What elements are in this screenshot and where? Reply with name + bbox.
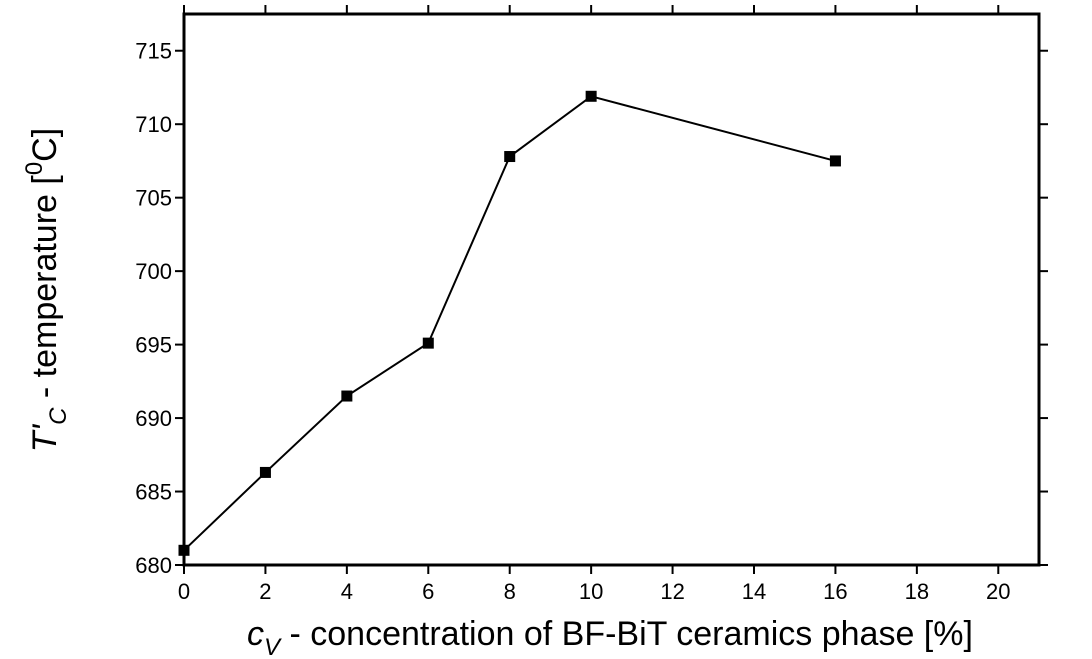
x-tick-label: 20 xyxy=(986,579,1010,604)
y-label-subscript: C xyxy=(45,407,72,425)
x-label-text: - concentration of BF-BiT ceramics phase… xyxy=(280,615,973,653)
x-tick-label: 2 xyxy=(259,579,271,604)
y-tick-label: 685 xyxy=(135,480,172,505)
y-label-superscript: 0 xyxy=(21,162,48,175)
y-tick-label: 710 xyxy=(135,112,172,137)
y-tick-label: 695 xyxy=(135,333,172,358)
y-label-text: - temperature [ xyxy=(26,175,64,408)
x-tick-label: 10 xyxy=(579,579,603,604)
data-point xyxy=(178,544,190,556)
y-tick-label: 700 xyxy=(135,259,172,284)
y-tick-label: 680 xyxy=(135,553,172,578)
data-point xyxy=(585,90,597,102)
y-label-symbol: T' xyxy=(26,423,64,452)
y-label-unit: C] xyxy=(26,128,64,162)
data-line xyxy=(183,95,836,552)
x-tick-label: 14 xyxy=(742,579,766,604)
data-point xyxy=(422,337,434,349)
x-tick-label: 0 xyxy=(178,579,190,604)
data-point xyxy=(504,151,516,163)
x-tick-label: 6 xyxy=(422,579,434,604)
y-tick-label: 705 xyxy=(135,186,172,211)
x-tick-label: 12 xyxy=(660,579,684,604)
y-tick-label: 715 xyxy=(135,39,172,64)
data-point xyxy=(341,390,353,402)
x-tick-label: 18 xyxy=(905,579,929,604)
plot-frame xyxy=(182,12,1041,567)
y-axis-label: T'C - temperature [0C] xyxy=(21,128,72,452)
data-point xyxy=(259,466,271,478)
y-tick-label: 690 xyxy=(135,406,172,431)
x-label-subscript: V xyxy=(264,634,282,659)
x-tick-label: 8 xyxy=(504,579,516,604)
x-tick-label: 16 xyxy=(823,579,847,604)
x-tick-label: 4 xyxy=(341,579,353,604)
data-point xyxy=(829,155,841,167)
x-axis-label: cV - concentration of BF-BiT ceramics ph… xyxy=(247,615,973,659)
x-label-symbol: c xyxy=(247,615,264,653)
